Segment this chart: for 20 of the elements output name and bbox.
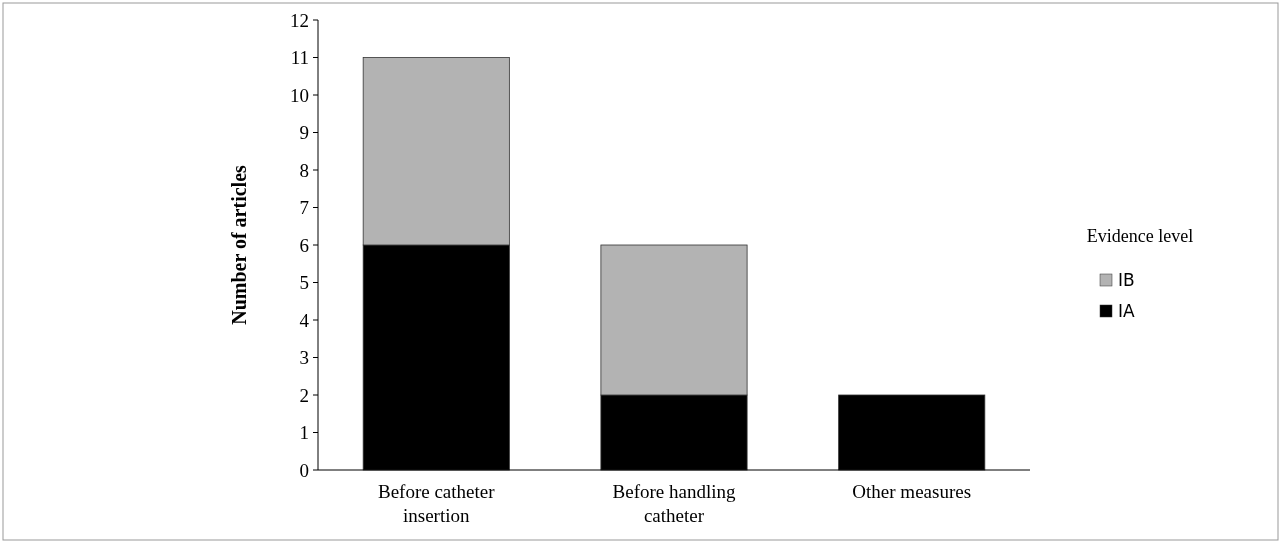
y-tick-label: 0: [299, 459, 309, 481]
y-tick-label: 11: [290, 47, 309, 69]
y-tick-label: 1: [299, 422, 309, 444]
y-axis-title: Number of articles: [228, 164, 250, 325]
y-tick-label: 3: [299, 347, 309, 369]
x-tick-label: Before handling catheter: [612, 481, 736, 526]
legend-label: IA: [1118, 300, 1136, 321]
y-tick-label: 5: [299, 272, 309, 294]
legend-title: Evidence level: [1086, 226, 1194, 246]
y-tick-label: 6: [299, 234, 309, 256]
x-tick-label: Other measures: [852, 481, 972, 502]
y-tick-label: 4: [299, 309, 310, 331]
x-tick-label: Before catheter insertion: [377, 481, 496, 526]
y-tick-label: 10: [290, 84, 309, 106]
legend-label: IB: [1118, 269, 1135, 290]
y-tick-label: 7: [299, 197, 309, 219]
y-tick-label: 8: [299, 159, 309, 181]
y-tick-label: 2: [299, 384, 309, 406]
y-tick-label: 12: [290, 9, 309, 31]
y-tick-label: 9: [299, 122, 309, 144]
